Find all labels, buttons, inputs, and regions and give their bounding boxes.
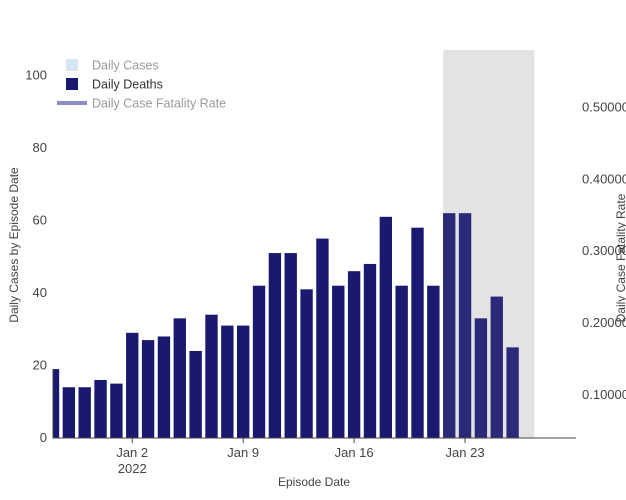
axes	[52, 369, 576, 439]
bar-2022-01-18[interactable]	[379, 216, 392, 438]
bar-2021-12-29[interactable]	[62, 387, 76, 438]
bar-2022-01-20[interactable]	[411, 227, 424, 438]
y2-axis-ticks: 0.10000 0.20000 0.30000 0.40000 0.50000	[582, 99, 626, 401]
bar-2022-01-02[interactable]	[126, 332, 139, 438]
bar-2022-01-11[interactable]	[268, 253, 282, 438]
legend-item[interactable]: Daily Case Fatality Rate	[57, 97, 226, 111]
y-tick-label: 60	[33, 212, 47, 227]
bar-2022-01-15[interactable]	[332, 285, 345, 438]
bar-2022-01-24[interactable]	[474, 318, 488, 438]
legend-item[interactable]: Daily Deaths	[66, 78, 163, 92]
legend: Daily Cases Daily Deaths Daily Case Fatali…	[57, 59, 226, 111]
bar-2022-01-13[interactable]	[300, 289, 313, 438]
bar-2022-01-22[interactable]	[443, 213, 456, 438]
x-tick-label: Jan 2	[116, 445, 148, 460]
y-tick-label: 20	[33, 357, 47, 372]
bar-2022-01-09[interactable]	[237, 325, 250, 438]
legend-label: Daily Cases	[92, 59, 159, 73]
bar-2022-01-17[interactable]	[363, 263, 377, 438]
bars-daily-deaths	[53, 213, 519, 438]
x-tick-label: Jan 23	[446, 445, 485, 460]
y-tick-label: 0	[40, 430, 47, 445]
legend-square-swatch	[66, 78, 78, 90]
bar-2022-01-19[interactable]	[395, 285, 408, 438]
bar-2022-01-06[interactable]	[189, 350, 202, 438]
incomplete-data-shade	[443, 50, 535, 438]
y2-tick-label: 0.20000	[582, 315, 626, 330]
bar-2022-01-16[interactable]	[347, 271, 361, 438]
legend-label: Daily Deaths	[92, 78, 163, 92]
legend-label: Daily Case Fatality Rate	[92, 97, 226, 111]
bar-2022-01-03[interactable]	[141, 340, 155, 438]
bar-2022-01-21[interactable]	[427, 285, 440, 438]
y2-axis-title: Daily Case Fatality Rate	[614, 193, 626, 322]
y-axis-title: Daily Cases by Episode Date	[7, 167, 21, 323]
bar-2022-01-14[interactable]	[316, 238, 329, 438]
legend-item[interactable]: Daily Cases	[66, 59, 159, 73]
x-axis-title: Episode Date	[278, 475, 350, 489]
x-tick-label: Jan 9	[227, 445, 259, 460]
bar-2022-01-01[interactable]	[110, 383, 123, 438]
x-tick-label: Jan 16	[335, 445, 374, 460]
y-tick-label: 80	[33, 140, 47, 155]
bar-2021-12-28[interactable]	[53, 369, 60, 438]
bar-2022-01-12[interactable]	[284, 253, 297, 438]
bar-2022-01-04[interactable]	[157, 336, 171, 438]
y-axis-ticks: 0 20 40 60 80 100	[25, 67, 47, 445]
y2-tick-label: 0.40000	[582, 171, 626, 186]
bar-2022-01-10[interactable]	[252, 285, 266, 438]
bar-2022-01-07[interactable]	[205, 314, 218, 438]
x-tick-sublabel: 2022	[118, 461, 147, 476]
legend-square-swatch	[66, 59, 78, 71]
y2-tick-label: 0.10000	[582, 387, 626, 402]
y2-tick-label: 0.50000	[582, 99, 626, 114]
shaded-region	[443, 50, 535, 438]
bar-2022-01-08[interactable]	[221, 325, 234, 438]
y-tick-label: 40	[33, 285, 47, 300]
y2-tick-label: 0.30000	[582, 243, 626, 258]
bar-2022-01-26[interactable]	[506, 347, 519, 438]
bar-2022-01-23[interactable]	[458, 213, 472, 438]
bar-2021-12-31[interactable]	[94, 379, 107, 438]
bar-2021-12-30[interactable]	[78, 387, 91, 438]
y-tick-label: 100	[25, 67, 47, 82]
bar-2022-01-25[interactable]	[490, 296, 503, 438]
bar-2022-01-05[interactable]	[173, 318, 186, 438]
